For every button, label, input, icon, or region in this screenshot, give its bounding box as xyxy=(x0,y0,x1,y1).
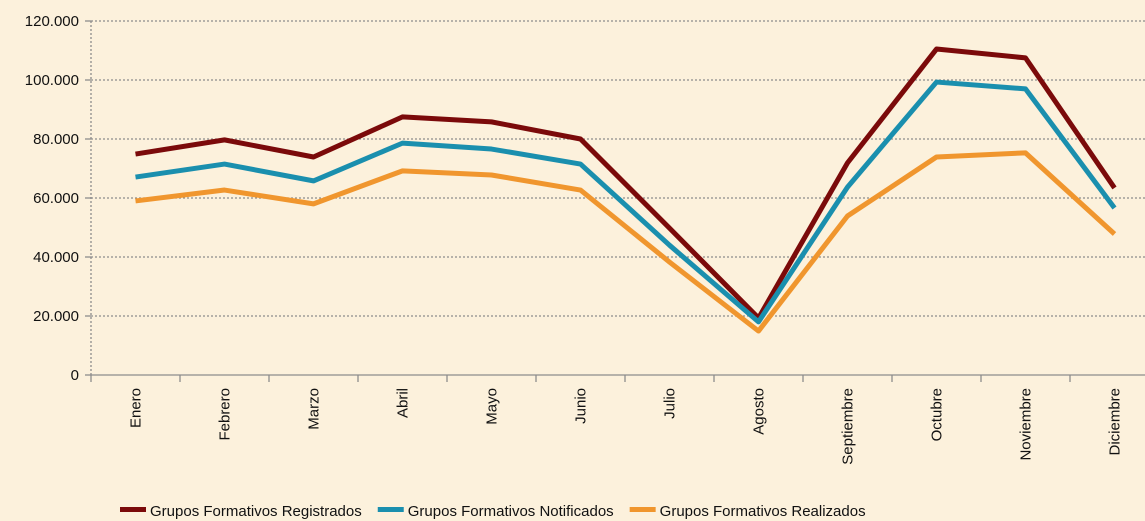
y-tick-label: 100.000 xyxy=(25,72,79,89)
legend-label: Grupos Formativos Notificados xyxy=(408,503,614,520)
series-line xyxy=(135,46,1117,321)
series-line xyxy=(135,150,1117,334)
y-tick-label: 80.000 xyxy=(33,131,79,148)
x-tick-label: Julio xyxy=(662,388,679,419)
legend-swatch xyxy=(377,507,404,512)
series-line xyxy=(135,79,1117,325)
x-tick-label: Mayo xyxy=(484,388,501,425)
y-tick-label: 0 xyxy=(71,367,79,384)
x-tick-label: Diciembre xyxy=(1107,388,1124,456)
x-tick-label: Febrero xyxy=(217,388,234,441)
y-tick-label: 40.000 xyxy=(33,249,79,266)
x-tick-label: Marzo xyxy=(306,388,323,430)
x-tick-label: Agosto xyxy=(751,388,768,435)
legend-label: Grupos Formativos Realizados xyxy=(660,503,866,520)
x-tick-label: Septiembre xyxy=(840,388,857,465)
x-tick-label: Enero xyxy=(128,388,145,428)
y-tick-label: 60.000 xyxy=(33,190,79,207)
x-tick-label: Octubre xyxy=(929,388,946,441)
x-tick-label: Junio xyxy=(573,388,590,424)
legend-label: Grupos Formativos Registrados xyxy=(150,503,362,520)
x-tick-label: Abril xyxy=(395,388,412,418)
legend-swatch xyxy=(629,507,656,512)
y-tick-label: 20.000 xyxy=(33,308,79,325)
x-tick-label: Noviembre xyxy=(1018,388,1035,461)
y-tick-label: 120.000 xyxy=(25,13,79,30)
legend-swatch xyxy=(120,507,146,512)
